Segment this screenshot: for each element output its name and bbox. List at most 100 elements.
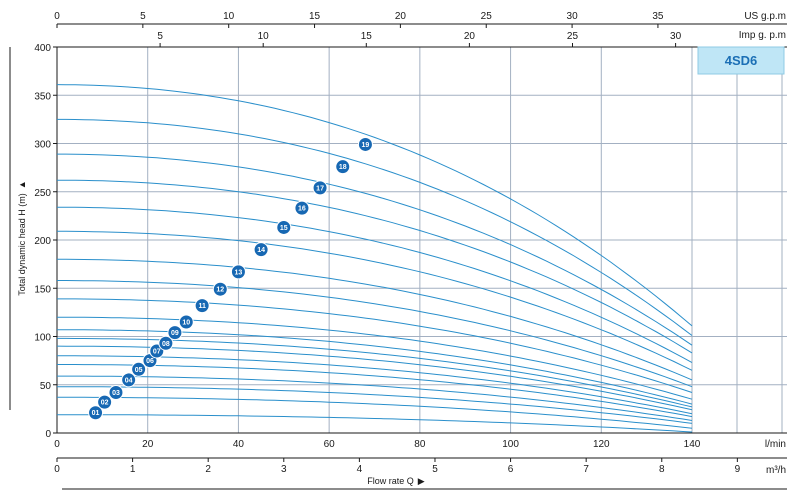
unit-usgpm: US g.p.m — [744, 11, 786, 22]
y-tick-label: 150 — [34, 284, 51, 295]
y-axis-label-arrow: ▲ — [17, 180, 27, 189]
stage-badge-16: 16 — [294, 200, 310, 216]
stage-badge-09: 09 — [167, 325, 183, 341]
stage-badge-circle — [97, 394, 113, 410]
curve-04 — [57, 375, 693, 421]
y-tick-label: 100 — [34, 333, 51, 344]
curve-09 — [56, 329, 693, 405]
y-tick-label: 50 — [40, 381, 52, 392]
stage-badge-circle — [167, 325, 183, 341]
stage-badge-label: 04 — [125, 377, 133, 384]
model-box — [697, 46, 785, 75]
x-tick-label-usgpm: 0 — [54, 11, 60, 22]
y-tick-label: 250 — [34, 188, 51, 199]
performance-curves — [56, 84, 693, 433]
stage-badge-04: 04 — [121, 372, 137, 388]
stage-badge-05: 05 — [131, 361, 147, 377]
x-tick-label-impgpm: 20 — [464, 31, 476, 42]
stage-badge-label: 11 — [198, 303, 206, 310]
x-tick-label-usgpm: 30 — [567, 11, 579, 22]
x-tick-label-m3h: 8 — [659, 464, 665, 475]
x-tick-label-lmin: 40 — [233, 439, 245, 450]
x-tick-label-usgpm: 10 — [223, 11, 235, 22]
model-label: 4SD6 — [725, 53, 758, 68]
x-tick-label-lmin: 20 — [142, 439, 154, 450]
x-tick-label-m3h: 2 — [205, 464, 211, 475]
x-tick-label-m3h: 5 — [432, 464, 438, 475]
x-tick-label-m3h: 7 — [583, 464, 589, 475]
chart-grid — [57, 46, 787, 433]
y-axis-label: Total dynamic head H (m) ▲ — [17, 180, 27, 295]
stage-badge-circle — [121, 372, 137, 388]
curve-06 — [57, 355, 693, 415]
stage-badge-label: 01 — [92, 410, 100, 417]
stage-badge-circle — [178, 314, 194, 330]
curve-05 — [57, 364, 693, 418]
stage-badge-label: 16 — [298, 206, 306, 213]
x-tick-label-usgpm: 5 — [140, 11, 146, 22]
x-tick-label-lmin: 120 — [593, 439, 610, 450]
x-tick-label-impgpm: 5 — [157, 31, 163, 42]
x-tick-label-impgpm: 30 — [670, 31, 682, 42]
curve-13 — [57, 258, 693, 381]
stage-badge-label: 02 — [101, 400, 109, 407]
stage-badge-circle — [212, 281, 228, 297]
curve-01 — [57, 414, 693, 433]
stage-badge-circle — [194, 298, 210, 314]
x-tick-label-usgpm: 20 — [395, 11, 407, 22]
stage-badge-circle — [312, 180, 328, 196]
unit-m3h: m³/h — [766, 465, 786, 476]
stage-badge-12: 12 — [212, 281, 228, 297]
curve-15 — [57, 206, 693, 364]
y-tick-label: 300 — [34, 140, 51, 151]
y-axis-ticks: 0 50 100 150 200 250 300 350 400 — [34, 43, 57, 440]
stage-badge-01: 01 — [88, 405, 104, 421]
stage-badge-circle — [335, 159, 351, 175]
x-tick-label-lmin: 0 — [54, 439, 60, 450]
stage-badge-19: 19 — [357, 136, 373, 152]
stage-badge-02: 02 — [97, 394, 113, 410]
x-tick-label-usgpm: 25 — [481, 11, 493, 22]
x-tick-label-usgpm: 15 — [309, 11, 321, 22]
stage-badge-03: 03 — [108, 384, 124, 400]
curve-18 — [57, 118, 693, 336]
stage-badge-label: 10 — [182, 320, 190, 327]
stage-badge-label: 06 — [146, 358, 154, 365]
x-tick-label-lmin: 60 — [324, 439, 336, 450]
curve-02 — [57, 396, 693, 429]
y-tick-label: 350 — [34, 91, 51, 102]
x-tick-label-m3h: 9 — [735, 464, 741, 475]
stage-badge-label: 09 — [171, 330, 179, 337]
stage-badge-label: 17 — [316, 185, 324, 192]
stage-badge-circle — [230, 264, 246, 280]
x-tick-label-m3h: 6 — [508, 464, 514, 475]
y-tick-label: 200 — [34, 236, 51, 247]
stage-badge-15: 15 — [276, 219, 292, 235]
x-axis-label-arrow: ▶ — [418, 476, 425, 486]
x-tick-label-lmin: 100 — [502, 439, 519, 450]
stage-badge-13: 13 — [230, 264, 246, 280]
stage-badge-18: 18 — [335, 159, 351, 175]
x-tick-label-m3h: 3 — [281, 464, 287, 475]
x-tick-label-m3h: 1 — [130, 464, 136, 475]
y-tick-label: 400 — [34, 43, 51, 54]
curve-19 — [56, 84, 693, 327]
stage-badge-circle — [294, 200, 310, 216]
curve-12 — [57, 280, 693, 388]
stage-badge-label: 14 — [257, 247, 265, 254]
stage-badge-circle — [88, 405, 104, 421]
stage-badge-label: 13 — [235, 269, 243, 276]
curve-10 — [57, 316, 693, 400]
stage-badge-circle — [276, 219, 292, 235]
curve-17 — [57, 153, 693, 346]
stage-badge-14: 14 — [253, 242, 269, 258]
curve-03 — [57, 386, 693, 424]
x-tick-label-m3h: 0 — [54, 464, 60, 475]
x-tick-label-impgpm: 15 — [361, 31, 373, 42]
x-tick-label-lmin: 80 — [414, 439, 426, 450]
curve-14 — [57, 230, 693, 371]
stage-badge-circle — [131, 361, 147, 377]
